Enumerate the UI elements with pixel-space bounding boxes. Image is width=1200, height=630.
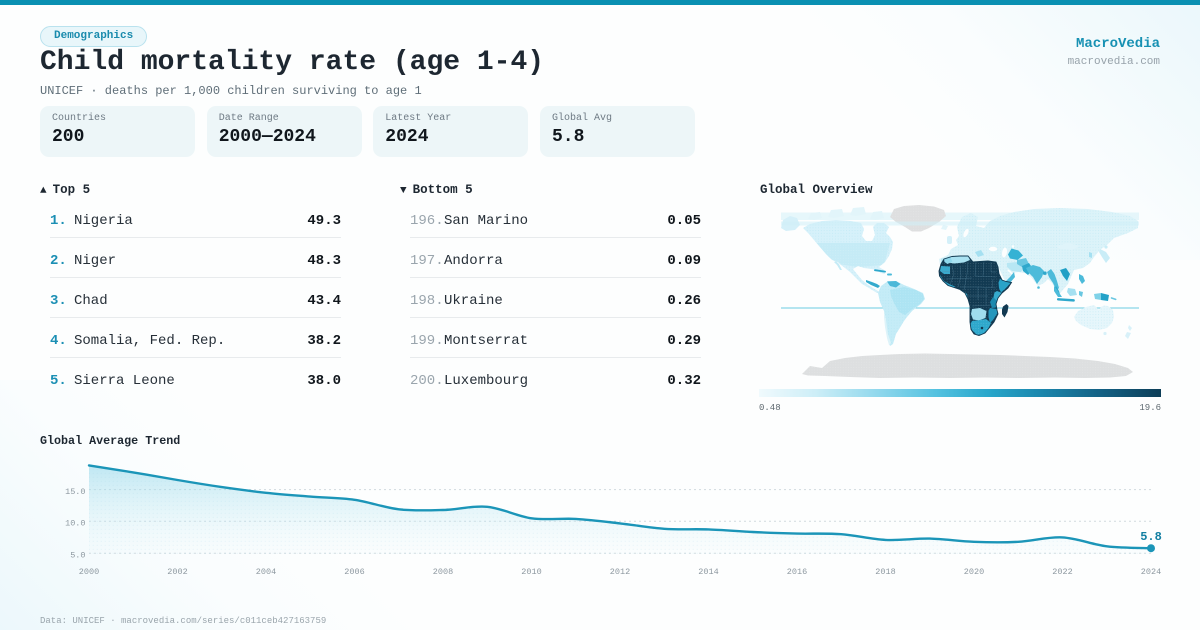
svg-text:2012: 2012 xyxy=(610,567,630,577)
svg-text:2018: 2018 xyxy=(875,567,895,577)
svg-text:2010: 2010 xyxy=(521,567,541,577)
svg-text:5.8: 5.8 xyxy=(1140,530,1162,544)
svg-text:2000: 2000 xyxy=(79,567,99,577)
svg-text:2006: 2006 xyxy=(344,567,364,577)
svg-text:2024: 2024 xyxy=(1141,567,1161,577)
svg-text:15.0: 15.0 xyxy=(65,487,85,497)
svg-text:2020: 2020 xyxy=(964,567,984,577)
svg-text:5.0: 5.0 xyxy=(70,551,85,561)
svg-text:2014: 2014 xyxy=(698,567,718,577)
svg-text:2004: 2004 xyxy=(256,567,276,577)
svg-text:2008: 2008 xyxy=(433,567,453,577)
svg-text:10.0: 10.0 xyxy=(65,519,85,529)
svg-text:2016: 2016 xyxy=(787,567,807,577)
svg-text:2002: 2002 xyxy=(167,567,187,577)
svg-text:2022: 2022 xyxy=(1052,567,1072,577)
